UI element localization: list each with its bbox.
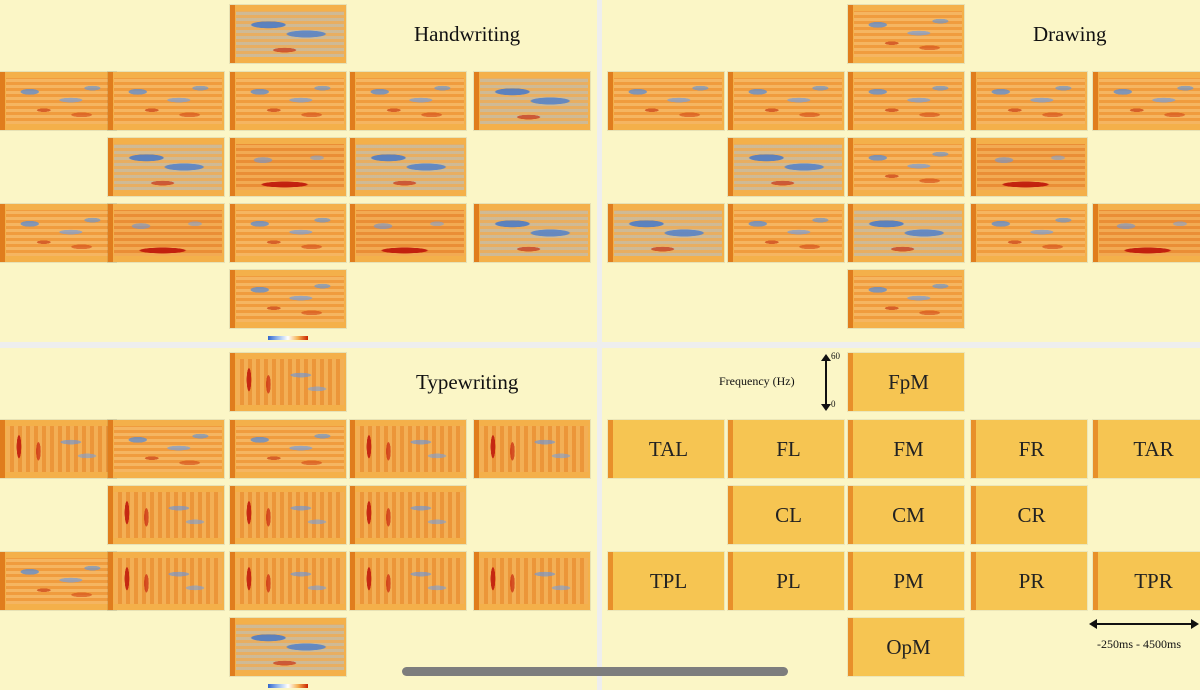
spectrogram-tal: [608, 72, 724, 130]
region-label: FpM: [888, 369, 929, 394]
colorbar: [268, 336, 308, 340]
frequency-arrow: [825, 358, 827, 406]
region-label: OpM: [886, 634, 931, 659]
spectrogram-cl: [108, 486, 224, 544]
spectrogram-fm: [230, 420, 346, 478]
region-tile-cm: CM: [848, 486, 964, 544]
spectrogram-fl: [108, 420, 224, 478]
home-indicator-bar[interactable]: [402, 667, 788, 676]
region-tile-opm: OpM: [848, 618, 964, 676]
spectrogram-fl: [728, 72, 844, 130]
spectrogram-pm: [848, 204, 964, 262]
spectrogram-cm: [230, 486, 346, 544]
spectrogram-cl: [728, 138, 844, 196]
region-label: FR: [1018, 436, 1045, 461]
spectrogram-opm: [230, 270, 346, 328]
region-label: FL: [776, 436, 801, 461]
spectrogram-pl: [108, 552, 224, 610]
region-tile-fm: FM: [848, 420, 964, 478]
region-tile-pl: PL: [728, 552, 844, 610]
spectrogram-tpl: [608, 204, 724, 262]
spectrogram-cr: [971, 138, 1087, 196]
spectrogram-tpl: [0, 552, 116, 610]
spectrogram-cr: [350, 138, 466, 196]
region-label: TPL: [649, 568, 688, 593]
region-label: PM: [893, 568, 924, 593]
spectrogram-tar: [1093, 72, 1200, 130]
region-tile-fl: FL: [728, 420, 844, 478]
spectrogram-fr: [350, 72, 466, 130]
spectrogram-tpr: [1093, 204, 1200, 262]
spectrogram-pr: [971, 204, 1087, 262]
spectrogram-fpm: [848, 5, 964, 63]
spectrogram-fl: [108, 72, 224, 130]
region-tile-pr: PR: [971, 552, 1087, 610]
spectrogram-tar: [474, 420, 590, 478]
region-label: CL: [775, 502, 802, 527]
layout-legend-panel: Frequency (Hz) 60 0 FpM TAL FL FM FR TAR…: [603, 348, 1200, 690]
time-range-label: -250ms - 4500ms: [1097, 637, 1181, 651]
drawing-panel: Drawing: [603, 0, 1200, 342]
spectrogram-fpm: [230, 5, 346, 63]
spectrogram-fm: [230, 72, 346, 130]
arrow-down-icon: [821, 404, 831, 411]
region-label: PL: [776, 568, 801, 593]
spectrogram-pr: [350, 204, 466, 262]
region-label: FM: [893, 436, 924, 461]
spectrogram-pl: [108, 204, 224, 262]
spectrogram-opm: [848, 270, 964, 328]
region-label: CR: [1017, 502, 1046, 527]
spectrogram-fr: [971, 72, 1087, 130]
spectrogram-pr: [350, 552, 466, 610]
region-tile-fpm: FpM: [848, 353, 964, 411]
typewriting-title: Typewriting: [416, 370, 519, 394]
spectrogram-tal: [0, 420, 116, 478]
region-tile-tpl: TPL: [608, 552, 724, 610]
arrow-up-icon: [821, 354, 831, 361]
spectrogram-fr: [350, 420, 466, 478]
spectrogram-cm: [848, 138, 964, 196]
spectrogram-tpr: [474, 204, 590, 262]
frequency-max-label: 60: [831, 351, 840, 361]
spectrogram-pl: [728, 204, 844, 262]
spectrogram-cl: [108, 138, 224, 196]
spectrogram-cr: [350, 486, 466, 544]
arrow-right-icon: [1191, 619, 1199, 629]
arrow-left-icon: [1089, 619, 1097, 629]
frequency-min-label: 0: [831, 399, 836, 409]
region-tile-pm: PM: [848, 552, 964, 610]
spectrogram-tpr: [474, 552, 590, 610]
region-tile-cr: CR: [971, 486, 1087, 544]
handwriting-panel: Handwriting: [0, 0, 597, 342]
spectrogram-tal: [0, 72, 116, 130]
region-label: TPR: [1134, 568, 1173, 593]
region-label: TAL: [648, 436, 689, 461]
region-tile-tar: TAR: [1093, 420, 1200, 478]
typewriting-panel: Typewriting: [0, 348, 597, 690]
region-label: TAR: [1133, 436, 1174, 461]
drawing-title: Drawing: [1033, 22, 1107, 46]
frequency-axis-label: Frequency (Hz): [719, 374, 795, 388]
region-tile-tal: TAL: [608, 420, 724, 478]
spectrogram-opm: [230, 618, 346, 676]
spectrogram-pm: [230, 204, 346, 262]
region-tile-fr: FR: [971, 420, 1087, 478]
region-label: PR: [1018, 568, 1045, 593]
spectrogram-tpl: [0, 204, 116, 262]
region-tile-tpr: TPR: [1093, 552, 1200, 610]
region-label: CM: [892, 502, 925, 527]
quadrant-divider-horizontal: [0, 342, 1200, 348]
spectrogram-fpm: [230, 353, 346, 411]
region-tile-cl: CL: [728, 486, 844, 544]
colorbar: [268, 684, 308, 688]
spectrogram-fm: [848, 72, 964, 130]
time-arrow: [1095, 623, 1195, 625]
handwriting-title: Handwriting: [414, 22, 521, 46]
spectrogram-cm: [230, 138, 346, 196]
spectrogram-pm: [230, 552, 346, 610]
spectrogram-tar: [474, 72, 590, 130]
